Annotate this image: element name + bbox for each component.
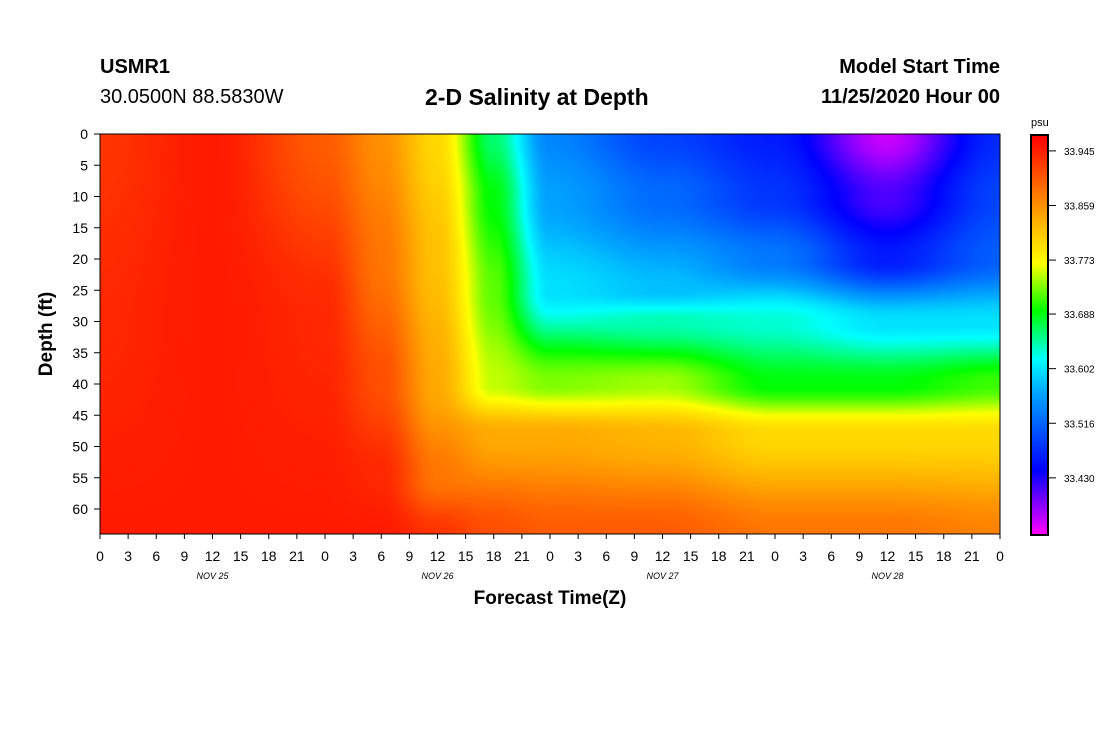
- x-tick-label: 18: [936, 548, 952, 564]
- x-tick-label: 21: [514, 548, 530, 564]
- x-tick-label: 9: [180, 548, 188, 564]
- model-start-label: Model Start Time: [839, 56, 1000, 78]
- x-tick-label: 21: [964, 548, 980, 564]
- x-tick-label: 18: [711, 548, 727, 564]
- colorbar-frame: [1030, 134, 1049, 536]
- x-tick-label: 15: [233, 548, 249, 564]
- colorbar-gradient: [1031, 135, 1048, 535]
- x-tick-label: 3: [574, 548, 582, 564]
- x-tick-label: 12: [205, 548, 221, 564]
- x-tick-label: 12: [655, 548, 671, 564]
- colorbar-ticks: 33.945 33.859 33.773 33.688 33.602 33.516 33.4…: [1048, 147, 1095, 485]
- colorbar-unit: psu: [1031, 117, 1049, 129]
- y-tick-label: 40: [72, 376, 88, 392]
- x-tick-label: 6: [602, 548, 610, 564]
- x-tick-label: 9: [405, 548, 413, 564]
- y-tick-label: 25: [72, 282, 88, 298]
- x-tick-label: 18: [261, 548, 277, 564]
- station-coordinates: 30.0500N 88.5830W: [100, 86, 284, 108]
- station-id: USMR1: [100, 56, 171, 78]
- y-tick-label: 5: [80, 157, 88, 173]
- x-tick-label: 0: [321, 548, 329, 564]
- date-label: NOV 26: [421, 571, 453, 581]
- x-tick-label: 0: [96, 548, 104, 564]
- x-tick-label: 0: [771, 548, 779, 564]
- x-tick-label: 3: [349, 548, 357, 564]
- x-tick-label: 0: [546, 548, 554, 564]
- x-tick-label: 21: [739, 548, 755, 564]
- date-label: NOV 25: [196, 571, 229, 581]
- y-tick-label: 45: [72, 407, 88, 423]
- plot-frame: [99, 133, 1001, 535]
- y-tick-label: 60: [72, 501, 88, 517]
- x-tick-label: 6: [377, 548, 385, 564]
- x-tick-label: 9: [855, 548, 863, 564]
- colorbar-tick-label: 33.516: [1064, 419, 1095, 430]
- y-tick-label: 30: [72, 314, 88, 330]
- x-tick-label: 3: [124, 548, 132, 564]
- colorbar-tick-label: 33.688: [1064, 310, 1095, 321]
- y-axis-label: Depth (ft): [36, 292, 57, 376]
- x-tick-label: 3: [799, 548, 807, 564]
- x-axis: 0 3 6 9 12 15 18 21 0 3 6 9 12 15 18 21 0 3 6 9 12 15 18 21 0 3 6 9…: [96, 534, 1004, 564]
- y-tick-label: 35: [72, 345, 88, 361]
- x-tick-label: 12: [880, 548, 896, 564]
- x-tick-label: 6: [152, 548, 160, 564]
- y-axis: 0 5 10 15 20 25 30 35 40 45 50 55 60: [72, 126, 100, 517]
- x-axis-label: Forecast Time(Z): [474, 588, 627, 609]
- colorbar-tick-label: 33.859: [1064, 201, 1095, 212]
- x-tick-label: 15: [908, 548, 924, 564]
- date-label: NOV 27: [646, 571, 679, 581]
- y-tick-label: 15: [72, 220, 88, 236]
- date-label: NOV 28: [871, 571, 903, 581]
- x-tick-label: 15: [458, 548, 474, 564]
- y-tick-label: 10: [72, 189, 88, 205]
- x-tick-label: 6: [827, 548, 835, 564]
- chart-title: 2-D Salinity at Depth: [425, 84, 649, 110]
- x-tick-label: 0: [996, 548, 1004, 564]
- x-tick-label: 9: [630, 548, 638, 564]
- colorbar-tick-label: 33.945: [1064, 147, 1095, 158]
- x-tick-label: 18: [486, 548, 502, 564]
- y-tick-label: 20: [72, 251, 88, 267]
- colorbar-tick-label: 33.430: [1064, 474, 1095, 485]
- x-tick-label: 15: [683, 548, 699, 564]
- x-tick-label: 12: [430, 548, 446, 564]
- salinity-heatmap: [100, 134, 1000, 534]
- colorbar-tick-label: 33.602: [1064, 365, 1095, 376]
- y-tick-label: 50: [72, 439, 88, 455]
- colorbar-tick-label: 33.773: [1064, 256, 1095, 267]
- date-labels: NOV 25 NOV 26 NOV 27 NOV 28: [196, 571, 903, 581]
- x-tick-label: 21: [289, 548, 305, 564]
- y-tick-label: 0: [80, 126, 88, 142]
- y-tick-label: 55: [72, 470, 88, 486]
- model-start-time: 11/25/2020 Hour 00: [820, 86, 1000, 108]
